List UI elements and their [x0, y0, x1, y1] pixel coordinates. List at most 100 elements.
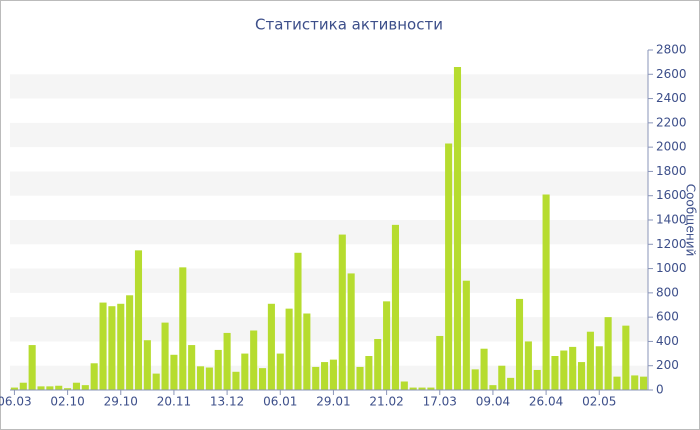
- bar: [55, 385, 63, 390]
- bar: [453, 67, 462, 390]
- bar: [108, 306, 116, 390]
- x-tick-label: 26.04: [529, 395, 563, 409]
- bar: [134, 250, 143, 390]
- bar: [480, 348, 488, 390]
- bar: [37, 386, 45, 390]
- grid-band: [10, 122, 648, 148]
- x-tick-label: 06.03: [0, 395, 32, 409]
- bar: [577, 362, 586, 390]
- grid-band: [10, 365, 648, 390]
- bar: [223, 332, 231, 390]
- bar: [72, 382, 81, 390]
- bar: [418, 387, 426, 390]
- bar: [356, 366, 364, 390]
- y-tick-label: 200: [656, 358, 679, 372]
- bar: [498, 365, 506, 390]
- bar: [542, 194, 550, 390]
- bar: [347, 273, 355, 390]
- bar: [604, 317, 612, 390]
- y-tick-label: 1200: [656, 237, 687, 251]
- y-tick-label: 2400: [656, 91, 687, 105]
- bar: [524, 341, 532, 390]
- bar: [533, 369, 541, 390]
- bar: [126, 295, 134, 390]
- bar: [595, 346, 603, 390]
- grid-band: [10, 74, 648, 99]
- y-tick-label: 1800: [656, 164, 687, 178]
- bar: [640, 376, 648, 390]
- bar: [560, 350, 568, 390]
- bar: [196, 366, 205, 390]
- bar: [613, 376, 621, 390]
- bar: [622, 325, 630, 390]
- grid-band: [10, 317, 648, 342]
- grid-band: [10, 220, 648, 245]
- bar: [99, 302, 107, 390]
- x-tick-label: 21.02: [369, 395, 403, 409]
- bar: [569, 346, 577, 390]
- bar: [338, 234, 346, 390]
- x-tick-label: 02.05: [582, 395, 616, 409]
- y-tick-label: 1400: [656, 213, 687, 227]
- bar: [90, 363, 98, 390]
- bar: [241, 353, 249, 390]
- bar: [471, 369, 479, 390]
- x-tick-label: 06.01: [263, 395, 297, 409]
- bar: [250, 330, 258, 390]
- bar: [143, 340, 151, 390]
- bar: [294, 252, 302, 390]
- bar: [321, 362, 329, 390]
- bar: [507, 377, 515, 390]
- bar: [312, 366, 320, 390]
- y-tick-label: 2000: [656, 140, 687, 154]
- bar: [285, 308, 293, 390]
- bar: [551, 356, 559, 390]
- bar: [631, 375, 639, 390]
- bar: [179, 267, 187, 390]
- bar: [161, 322, 169, 390]
- y-tick-label: 2600: [656, 67, 687, 81]
- x-tick-label: 09.04: [476, 395, 510, 409]
- bar: [10, 387, 18, 390]
- bar: [303, 313, 311, 390]
- bar: [586, 331, 594, 390]
- x-tick-label: 20.11: [157, 395, 191, 409]
- bar: [276, 353, 284, 390]
- chart-title: Статистика активности: [255, 16, 443, 34]
- bar: [400, 381, 408, 390]
- bar: [117, 303, 125, 390]
- bar: [267, 303, 275, 390]
- x-tick-label: 29.10: [104, 395, 138, 409]
- bar: [329, 359, 337, 390]
- y-tick-label: 1600: [656, 188, 687, 202]
- bar: [214, 349, 222, 390]
- bar: [391, 224, 400, 390]
- bar: [28, 345, 36, 390]
- y-tick-label: 2200: [656, 115, 687, 129]
- x-tick-label: 17.03: [423, 395, 457, 409]
- bar: [436, 335, 444, 390]
- x-tick-label: 13.12: [210, 395, 244, 409]
- bar: [46, 386, 54, 390]
- bar: [19, 382, 27, 390]
- y-tick-label: 0: [656, 383, 664, 397]
- grid-band: [10, 171, 648, 196]
- x-tick-label: 29.01: [316, 395, 350, 409]
- y-tick-label: 600: [656, 310, 679, 324]
- y-tick-label: 800: [656, 285, 679, 299]
- bar: [205, 367, 213, 390]
- bar: [188, 345, 196, 390]
- bar: [427, 387, 435, 390]
- bar: [152, 373, 160, 390]
- bar: [462, 280, 470, 390]
- bar: [409, 387, 417, 390]
- x-tick-label: 02.10: [50, 395, 84, 409]
- bar: [489, 385, 497, 390]
- bar: [232, 371, 240, 390]
- bar: [445, 143, 453, 390]
- y-axis-label: Сообщений: [684, 184, 698, 257]
- grid-band: [10, 268, 648, 293]
- y-tick-label: 1000: [656, 261, 687, 275]
- bar: [374, 339, 382, 390]
